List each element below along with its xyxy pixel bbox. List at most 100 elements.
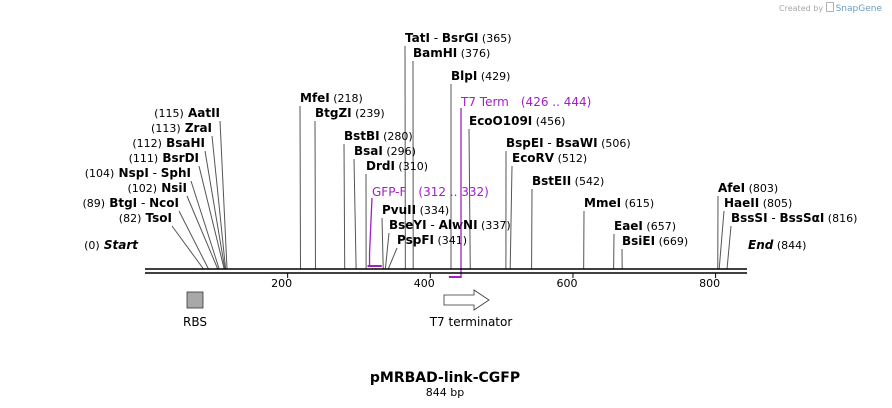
site-label-pvuii-334: (334) (416, 204, 449, 217)
site-label-bsrdi-111: (111) (129, 152, 159, 165)
site-label-bsai-296: (296) (383, 145, 416, 158)
primer-label-gfp-f: GFP-F (312 .. 332) (372, 185, 489, 199)
site-label-afei: AfeI (803) (718, 181, 778, 195)
site-label-tati-bsrgi-: - (430, 31, 442, 45)
site-label-mfei-mfei: MfeI (300, 91, 330, 105)
feature-t7-terminator-label: T7 terminator (429, 315, 513, 329)
site-label-eaei-657: (657) (643, 220, 676, 233)
axis-tick-label-800: 800 (699, 277, 720, 290)
cut-line-ecorv (509, 165, 513, 270)
site-label-bspei-bsawi: BspEI - BsaWI (506) (506, 136, 631, 150)
site-label-bsteii-542: (542) (571, 175, 604, 188)
cut-line-bsai (353, 158, 357, 270)
site-label-bsteii: BstEII (542) (532, 174, 604, 188)
cut-line-ecoo109i (468, 128, 471, 270)
feature-t7-terminator-arrow (443, 289, 490, 311)
site-label-aatii: (115) AatII (154, 106, 220, 120)
site-label-drdi: DrdI (310) (366, 159, 428, 173)
site-label-bsai-bsai: BsaI (354, 144, 383, 158)
site-label-mmei-615: (615) (621, 197, 654, 210)
site-label-drdi-drdi: DrdI (366, 159, 395, 173)
restriction-sites: TatI - BsrGI (365) BamHI (376) BlpI (429) E… (82, 31, 857, 278)
site-label-nsii: (102) NsiI (127, 181, 187, 195)
site-label-bsrdi: (111) BsrDI (129, 151, 199, 165)
site-label-btgi-ncoi-btgi: BtgI (105, 196, 137, 210)
end-label-0-start: Start (100, 238, 140, 252)
site-label-bspei-bsawi-bspei: BspEI (506, 136, 544, 150)
site-label-zrai-113: (113) (151, 122, 181, 135)
site-label-haeii: HaeII (805) (724, 196, 792, 210)
site-label-bsiei-669: (669) (655, 235, 688, 248)
end-label-844: End (844) (748, 238, 806, 252)
site-label-pvuii: PvuII (334) (382, 203, 449, 217)
site-label-bstbi: BstBI (280) (344, 129, 413, 143)
cut-line-pvuii (381, 217, 384, 270)
site-label-bsahi: (112) BsaHI (132, 136, 205, 150)
site-label-bseyi-alwni-: - (427, 218, 439, 232)
watermark-brand: SnapGene (835, 4, 882, 14)
cut-line-nspi-sphi (190, 180, 220, 270)
snapgene-watermark: Created by SnapGene (779, 2, 882, 14)
site-label-ecoo109i-456: (456) (532, 115, 565, 128)
sequence-backbone: 200 400 600 800 (145, 268, 747, 290)
site-label-bstbi-280: (280) (380, 130, 413, 143)
site-label-bsai: BsaI (296) (354, 144, 416, 158)
site-label-bseyi-alwni-bseyi: BseYI (389, 218, 427, 232)
site-label-ecorv-512: (512) (554, 152, 587, 165)
primer-range-t7-term: (426 .. 444) (521, 95, 591, 109)
end-label-0: (0) Start (84, 238, 139, 252)
axis-tick-label-600: 600 (556, 277, 577, 290)
site-label-tsoi-82: (82) (119, 212, 142, 225)
site-label-bsssi-bsss-i-bsss-i: BssSαI (780, 211, 825, 225)
site-label-nspi-sphi-nspi: NspI (114, 166, 148, 180)
site-label-bseyi-alwni-337: (337) (478, 219, 511, 232)
site-label-bstbi-bstbi: BstBI (344, 129, 380, 143)
site-label-ecoo109i-ecoo109i: EcoO109I (469, 114, 532, 128)
site-label-nspi-sphi-: - (149, 166, 161, 180)
site-label-aatii-aatii: AatII (184, 106, 220, 120)
site-label-tati-bsrgi-bsrgi: BsrGI (442, 31, 479, 45)
site-label-ecorv-ecorv: EcoRV (512, 151, 555, 165)
watermark-prefix: Created by (779, 4, 824, 13)
cut-line-bseyi-alwni (384, 232, 390, 270)
site-label-mmei-mmei: MmeI (584, 196, 621, 210)
cut-line-bstbi (343, 143, 346, 270)
end-label-0-0: (0) (84, 239, 100, 252)
site-label-bamhi-376: (376) (457, 47, 490, 60)
site-label-tati-bsrgi-365: (365) (478, 32, 511, 45)
site-label-bsssi-bsss-i-: - (768, 211, 780, 225)
cut-line-zrai (211, 135, 227, 270)
site-label-tati-bsrgi-tati: TatI (405, 31, 430, 45)
site-label-bsahi-bsahi: BsaHI (162, 136, 205, 150)
site-label-btgzi-btgzi: BtgZI (315, 106, 352, 120)
site-label-bsahi-112: (112) (132, 137, 162, 150)
site-label-pspfi-341: (341) (434, 234, 467, 247)
site-label-bsssi-bsss-i-816: (816) (824, 212, 857, 225)
site-label-bspei-bsawi-bsawi: BsaWI (556, 136, 598, 150)
cut-line-bsahi (204, 150, 226, 270)
site-label-eaei: EaeI (657) (614, 219, 676, 233)
site-label-nspi-sphi-sphi: SphI (161, 166, 191, 180)
site-label-bsssi-bsss-i-bsssi: BssSI (731, 211, 768, 225)
end-label-844-844: (844) (773, 239, 806, 252)
site-label-btgi-ncoi-89: (89) (82, 197, 105, 210)
feature-rbs-box (186, 291, 204, 309)
site-label-mfei: MfeI (218) (300, 91, 363, 105)
site-label-btgi-ncoi-: - (137, 196, 149, 210)
site-label-btgzi: BtgZI (239) (315, 106, 385, 120)
site-label-bamhi-bamhi: BamHI (413, 46, 457, 60)
site-label-btgzi-239: (239) (352, 107, 385, 120)
site-label-btgi-ncoi-ncoi: NcoI (149, 196, 179, 210)
axis-tick-label-200: 200 (271, 277, 292, 290)
site-label-btgi-ncoi: (89) BtgI - NcoI (82, 196, 179, 210)
site-label-blpi: BlpI (429) (451, 69, 510, 83)
site-label-pspfi: PspFI (341) (397, 233, 467, 247)
site-label-tsoi: (82) TsoI (119, 211, 172, 225)
primer-name-t7-term: T7 Term (460, 95, 509, 109)
site-label-pvuii-pvuii: PvuII (382, 203, 416, 217)
site-label-blpi-blpi: BlpI (451, 69, 477, 83)
site-label-ecoo109i: EcoO109I (456) (469, 114, 565, 128)
site-label-bseyi-alwni: BseYI - AlwNI (337) (389, 218, 511, 232)
primer-label-t7-term: T7 Term (426 .. 444) (460, 95, 591, 109)
